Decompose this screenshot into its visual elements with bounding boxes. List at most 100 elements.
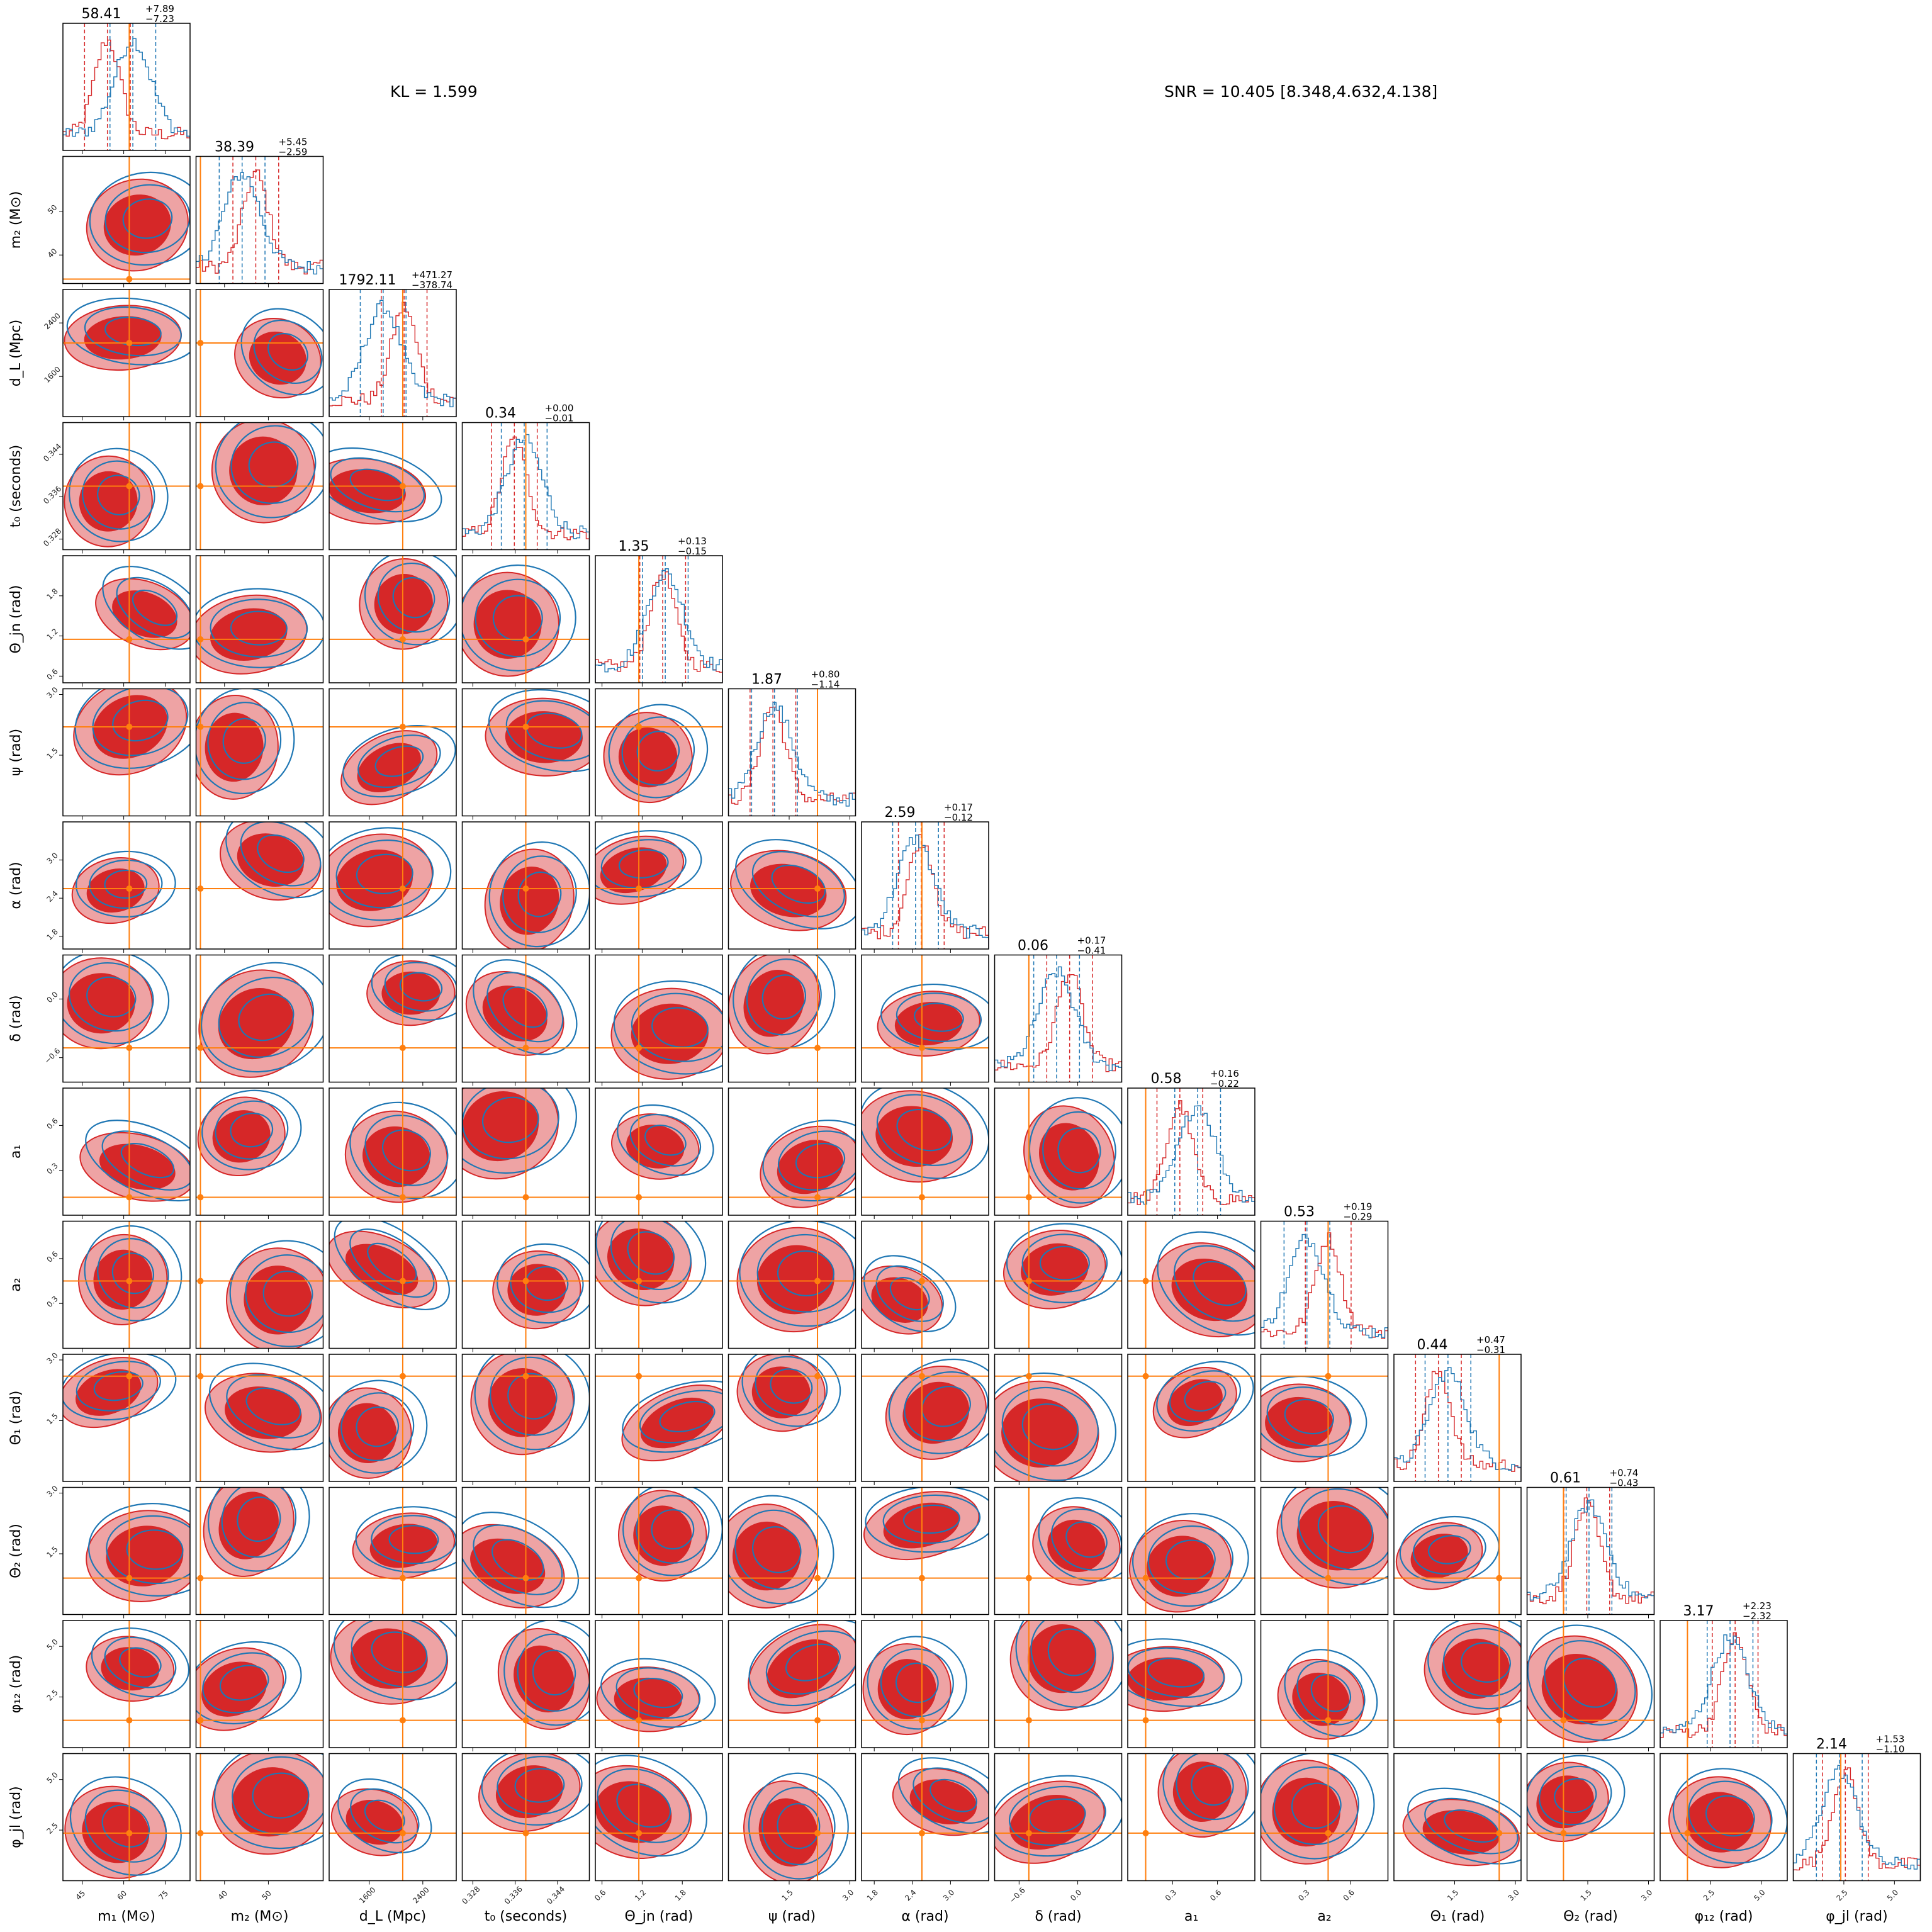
y-tick-label: 5.0 — [45, 1770, 59, 1785]
truth-marker — [1496, 1829, 1503, 1836]
panel-9-0: 0.3 0.6 a₂ — [8, 1220, 191, 1352]
blue-contour — [615, 1667, 701, 1719]
truth-marker — [918, 1373, 925, 1379]
x-tick-label: 0.344 — [545, 1885, 566, 1906]
blue-contour — [735, 839, 856, 929]
blue-contour — [597, 1768, 691, 1843]
panel-12-5 — [727, 1620, 856, 1751]
blue-contour — [207, 1487, 310, 1572]
x-tick-label: 0.336 — [503, 1885, 524, 1906]
blue-contour — [377, 562, 451, 633]
blue-histogram — [63, 38, 190, 150]
error-minus: −0.12 — [944, 812, 973, 823]
panel-11-6 — [861, 1486, 989, 1619]
panel-12-0: 2.5 5.0 φ₁₂ (rad) — [8, 1620, 191, 1751]
x-axis-label: α (rad) — [901, 1909, 948, 1924]
blue-contour — [329, 447, 442, 523]
blue-contour — [1128, 1638, 1243, 1707]
blue-contour — [240, 822, 322, 887]
blue-contour — [75, 850, 176, 918]
panel-frame — [62, 954, 191, 1083]
x-axis-label: ψ (rad) — [768, 1909, 816, 1924]
blue-contour — [63, 955, 170, 1045]
truth-marker — [197, 885, 204, 892]
blue-contour — [364, 1799, 405, 1833]
truth-marker — [399, 483, 406, 490]
panel-frame — [595, 1486, 723, 1615]
panel-frame — [861, 954, 989, 1083]
panel-frame — [329, 1620, 457, 1748]
panel-frame — [62, 1753, 191, 1882]
blue-contour — [492, 595, 543, 641]
panel-8-0: 0.3 0.6 a₁ — [8, 1087, 191, 1219]
panel-frame — [329, 1486, 457, 1615]
error-plus: +0.17 — [944, 802, 973, 813]
panel-frame — [1260, 1620, 1389, 1748]
blue-contour — [777, 1250, 834, 1296]
panel-frame — [62, 1087, 191, 1216]
hist-panel-8: 0.58 +0.16−0.22 — [1127, 1068, 1255, 1219]
blue-contour — [349, 468, 405, 502]
error-plus: +2.23 — [1743, 1600, 1772, 1612]
panel-10-9 — [1260, 1354, 1389, 1485]
panel-frame — [727, 1486, 856, 1615]
y-axis-label: Θ₁ (rad) — [8, 1391, 24, 1446]
truth-marker — [197, 1717, 204, 1724]
panel-6-3 — [461, 821, 590, 953]
blue-contour — [342, 725, 456, 798]
panel-11-0: 1.5 3.0 Θ₂ (rad) — [8, 1484, 191, 1619]
blue-contour — [1527, 1755, 1626, 1836]
x-tick-label: 3.0 — [1506, 1888, 1520, 1902]
panel-4-3 — [461, 555, 590, 687]
panel-frame — [1127, 1087, 1255, 1216]
x-tick-label: 2.5 — [1702, 1888, 1716, 1902]
blue-contour — [218, 977, 315, 1058]
blue-contour — [618, 849, 669, 879]
blue-contour — [600, 1658, 716, 1728]
blue-contour — [862, 1088, 989, 1179]
y-tick-label: 2400 — [42, 312, 62, 331]
y-axis-label: ψ (rad) — [8, 729, 24, 776]
panel-6-4 — [595, 821, 723, 953]
panel-8-6 — [861, 1087, 989, 1219]
truth-marker — [814, 1829, 821, 1836]
blue-contour — [1157, 1231, 1255, 1336]
blue-contour — [517, 1633, 590, 1712]
blue-contour — [1008, 1785, 1106, 1846]
blue-contour — [1427, 1620, 1521, 1710]
panel-frame — [62, 821, 191, 950]
red-contour-inner — [244, 1265, 312, 1335]
panel-frame — [1393, 1620, 1522, 1748]
panel-9-3 — [461, 1220, 590, 1352]
blue-contour — [340, 1392, 415, 1461]
blue-contour — [627, 1231, 675, 1275]
panel-13-9: 0.3 0.6 a₂ — [1260, 1753, 1389, 1924]
panel-frame — [62, 1486, 191, 1615]
blue-contour — [381, 1129, 431, 1172]
truth-marker — [126, 1278, 133, 1284]
blue-contour — [659, 1400, 716, 1432]
panel-frame — [62, 688, 191, 817]
blue-contour — [751, 1526, 802, 1573]
panel-7-2 — [329, 954, 457, 1086]
red-contour-inner — [229, 436, 298, 505]
panel-11-10 — [1393, 1486, 1522, 1619]
panel-frame — [1127, 1753, 1255, 1882]
panel-3-0: 0.328 0.336 0.344 t₀ (seconds) — [8, 422, 191, 554]
hist-panel-9: 0.53 +0.19−0.29 — [1260, 1201, 1389, 1352]
panel-1-0: 40 50 m₂ (M⊙) — [8, 155, 191, 288]
x-tick-label: 45 — [74, 1889, 87, 1902]
panel-frame — [62, 555, 191, 683]
error-minus: −0.41 — [1077, 945, 1106, 957]
x-tick-label: 0.3 — [1296, 1888, 1311, 1902]
panel-frame — [994, 1620, 1123, 1748]
snr-annotation: SNR = 10.405 [8.348,4.632,4.138] — [1164, 82, 1437, 101]
blue-contour — [502, 855, 577, 933]
blue-contour — [895, 1662, 939, 1704]
truth-marker — [522, 1575, 529, 1581]
y-axis-label: Θ₂ (rad) — [8, 1524, 24, 1578]
blue-contour — [631, 992, 722, 1062]
blue-contour — [462, 1088, 559, 1160]
blue-histogram — [1394, 1367, 1521, 1481]
blue-contour — [1042, 1111, 1116, 1190]
